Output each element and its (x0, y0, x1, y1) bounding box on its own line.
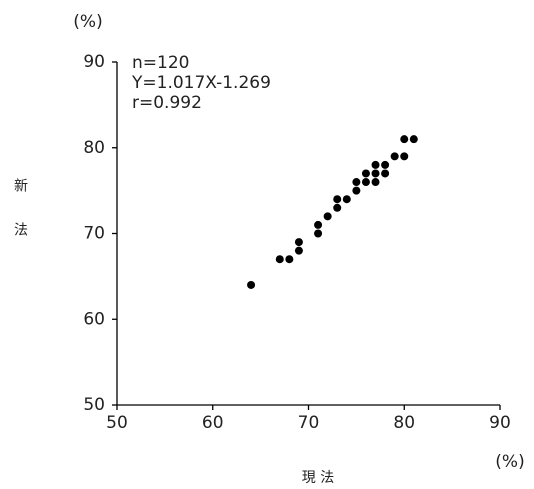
point (323, 212, 332, 221)
point (342, 195, 351, 204)
point (390, 152, 399, 161)
point (361, 169, 370, 178)
y-tick-label: 60 (83, 309, 105, 329)
point (247, 280, 256, 289)
point (371, 178, 380, 187)
point (314, 229, 323, 238)
point (409, 135, 418, 144)
point (314, 220, 323, 229)
point (294, 238, 303, 247)
x-label: 現 法 (302, 470, 334, 486)
annotation: Y=1.017X-1.269 (131, 73, 271, 93)
point (285, 255, 294, 264)
x-tick-label: 80 (393, 413, 415, 433)
y-tick-label: 70 (83, 224, 105, 244)
x-tick-label: 70 (298, 413, 320, 433)
x-unit: (%) (495, 452, 524, 472)
point (361, 178, 370, 187)
point (275, 255, 284, 264)
x-tick-label: 50 (106, 413, 128, 433)
y-tick-label: 80 (83, 138, 105, 158)
point (294, 246, 303, 255)
annotation: r=0.992 (132, 93, 202, 113)
annotation: n=120 (132, 53, 189, 73)
y-label: 新法 (12, 178, 28, 266)
point (371, 169, 380, 178)
point (333, 203, 342, 212)
point (333, 195, 342, 204)
y-unit: (%) (73, 12, 102, 32)
point (352, 186, 361, 195)
point (400, 135, 409, 144)
point (371, 160, 380, 169)
point (381, 169, 390, 178)
y-tick-label: 50 (83, 395, 105, 415)
point (400, 152, 409, 161)
point (381, 160, 390, 169)
y-tick-label: 90 (83, 52, 105, 72)
x-tick-label: 90 (489, 413, 511, 433)
point (352, 178, 361, 187)
x-tick-label: 60 (202, 413, 224, 433)
